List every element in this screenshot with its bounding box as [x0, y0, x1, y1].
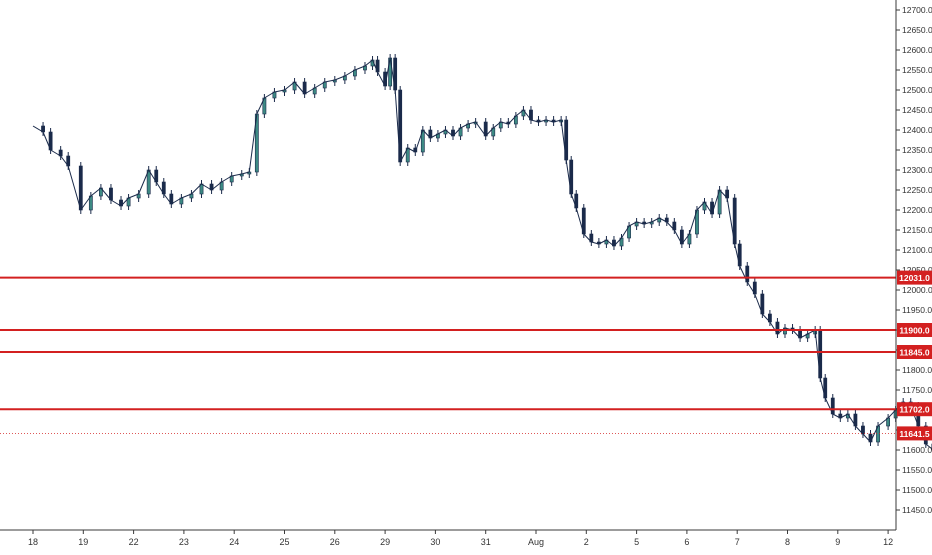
time-tick-label: 23 — [179, 537, 189, 547]
time-tick-label: 5 — [634, 537, 639, 547]
time-tick-label: Aug — [528, 537, 544, 547]
time-tick-label: 18 — [28, 537, 38, 547]
time-tick-label: 19 — [78, 537, 88, 547]
price-tick-label: 12300.0 — [902, 165, 932, 175]
time-tick-label: 24 — [229, 537, 239, 547]
time-tick-label: 9 — [835, 537, 840, 547]
price-tick-label: 12700.0 — [902, 5, 932, 15]
candle-body — [79, 166, 82, 210]
time-tick-label: 25 — [279, 537, 289, 547]
level-label: 11702.0 — [899, 405, 930, 415]
price-tick-label: 12150.0 — [902, 225, 932, 235]
price-tick-label: 12000.0 — [902, 285, 932, 295]
time-tick-label: 6 — [684, 537, 689, 547]
price-tick-label: 12200.0 — [902, 205, 932, 215]
price-tick-label: 12400.0 — [902, 125, 932, 135]
price-tick-label: 11550.0 — [902, 465, 932, 475]
price-tick-label: 12650.0 — [902, 25, 932, 35]
time-tick-label: 7 — [735, 537, 740, 547]
time-tick-label: 12 — [883, 537, 893, 547]
level-label: 11845.0 — [899, 348, 930, 358]
price-tick-label: 11500.0 — [902, 485, 932, 495]
price-tick-label: 11950.0 — [902, 305, 932, 315]
time-tick-label: 2 — [584, 537, 589, 547]
time-tick-label: 29 — [380, 537, 390, 547]
price-tick-label: 12500.0 — [902, 85, 932, 95]
price-tick-label: 12450.0 — [902, 105, 932, 115]
time-tick-label: 22 — [129, 537, 139, 547]
level-label: 12031.0 — [899, 273, 930, 283]
time-tick-label: 31 — [481, 537, 491, 547]
level-label: 11641.5 — [899, 429, 930, 439]
price-tick-label: 11750.0 — [902, 385, 932, 395]
time-tick-label: 8 — [785, 537, 790, 547]
price-tick-label: 12550.0 — [902, 65, 932, 75]
price-tick-label: 12600.0 — [902, 45, 932, 55]
price-tick-label: 12250.0 — [902, 185, 932, 195]
price-tick-label: 11800.0 — [902, 365, 932, 375]
price-tick-label: 12350.0 — [902, 145, 932, 155]
time-tick-label: 30 — [430, 537, 440, 547]
time-tick-label: 26 — [330, 537, 340, 547]
price-tick-label: 11600.0 — [902, 445, 932, 455]
level-label: 11900.0 — [899, 326, 930, 336]
price-tick-label: 11450.0 — [902, 505, 932, 515]
price-tick-label: 12100.0 — [902, 245, 932, 255]
